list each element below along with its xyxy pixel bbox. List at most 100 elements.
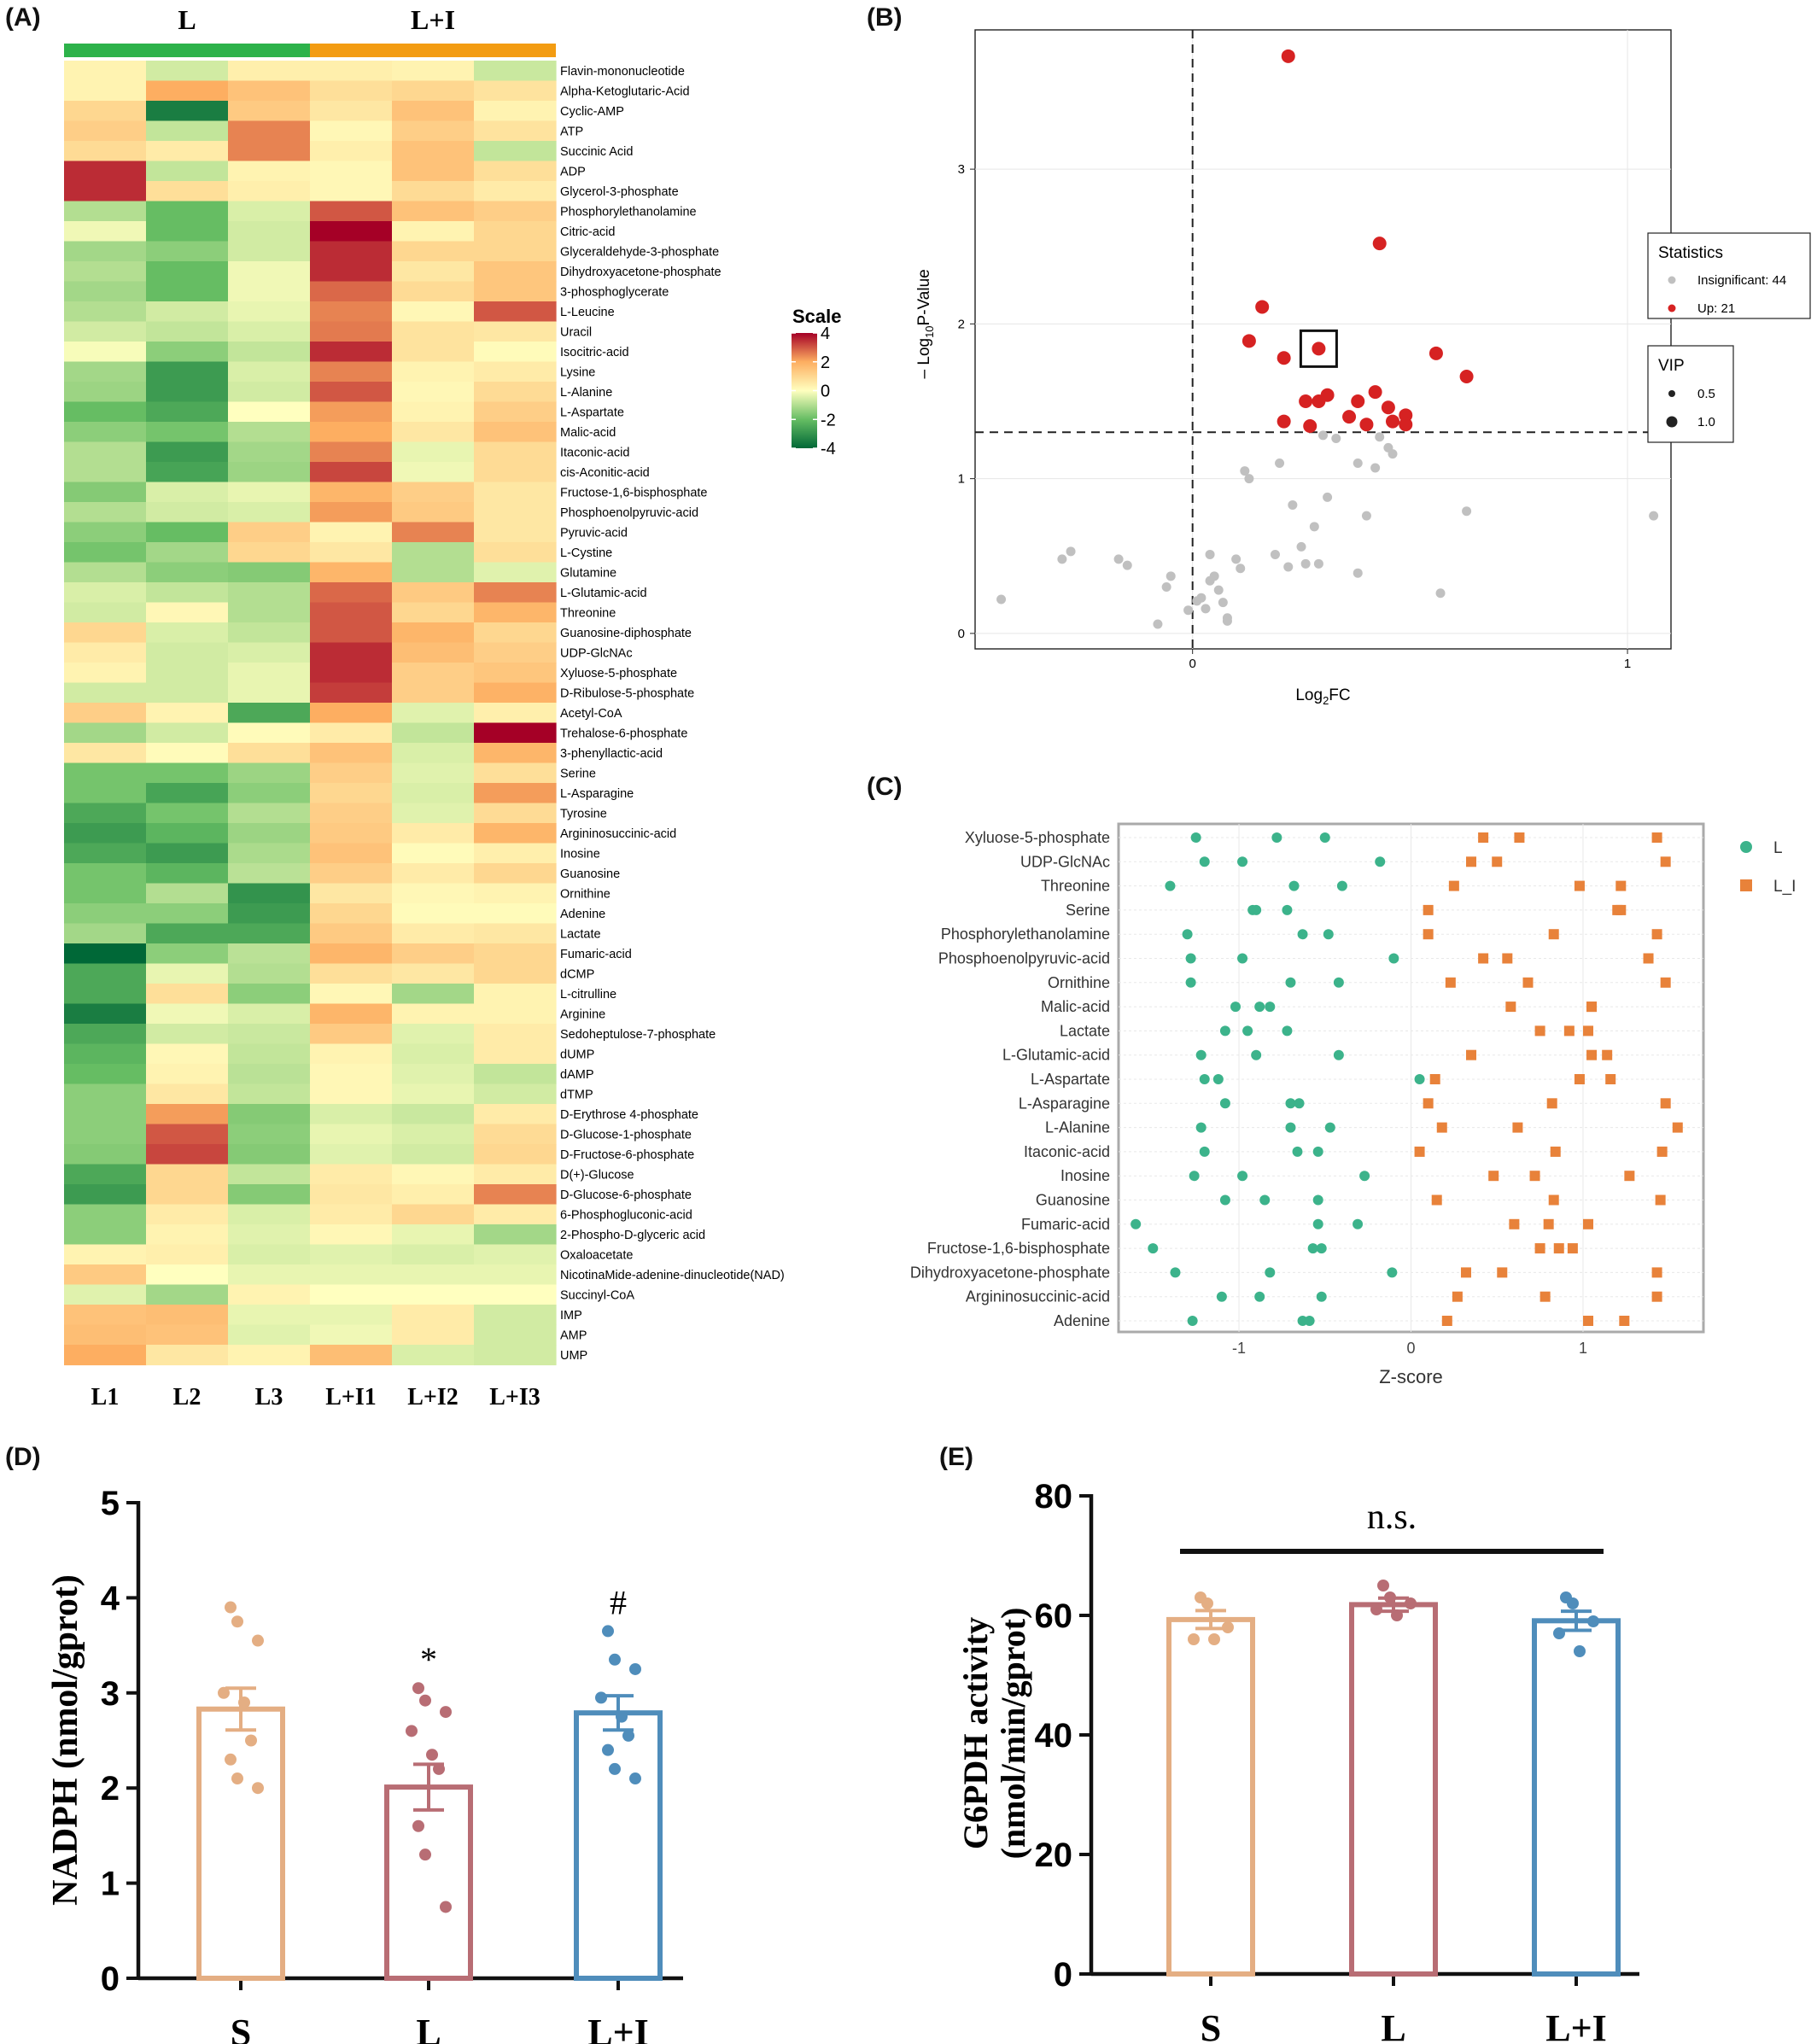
heatmap-cell xyxy=(228,1124,311,1145)
heatmap-cell xyxy=(146,562,229,583)
heatmap-cell xyxy=(228,562,311,583)
heatmap-cell xyxy=(392,1324,475,1346)
heatmap-cell xyxy=(392,963,475,984)
row-label: L-Alanine xyxy=(560,386,612,400)
y-tick-label: 1 xyxy=(958,472,965,487)
significance-mark: # xyxy=(610,1583,627,1621)
heatmap-cell xyxy=(228,80,311,102)
insignificant-point xyxy=(1300,558,1311,569)
li-point xyxy=(1423,929,1434,940)
heatmap-cell xyxy=(146,743,229,764)
heatmap-cell xyxy=(310,762,393,784)
heatmap-panel-a: L L+I Flavin-mononucleotide Alpha-Ketogluta… xyxy=(64,4,842,1410)
data-point xyxy=(231,1615,243,1628)
up-point xyxy=(1459,370,1474,383)
y-tick-label: 60 xyxy=(1035,1597,1073,1635)
insignificant-point xyxy=(1318,430,1328,441)
li-point xyxy=(1660,977,1671,988)
l-point xyxy=(1216,1291,1227,1302)
legend-label: 0.5 xyxy=(1697,387,1715,401)
category-label: Malic-acid xyxy=(1041,998,1110,1015)
heatmap-cell xyxy=(310,1104,393,1125)
heatmap-cell xyxy=(146,120,229,142)
heatmap-cell xyxy=(146,722,229,744)
heatmap-cell xyxy=(310,1064,393,1085)
data-point xyxy=(602,1625,614,1638)
heatmap-cell xyxy=(310,361,393,383)
heatmap-cell xyxy=(146,622,229,644)
l-point xyxy=(1230,1002,1241,1013)
row-label: 3-phosphoglycerate xyxy=(560,285,669,299)
x-axis-label: Z-score xyxy=(1379,1366,1443,1387)
heatmap-cell xyxy=(228,783,311,804)
row-label: D(+)-Glucose xyxy=(560,1168,634,1182)
y-tick-label: 40 xyxy=(1035,1717,1073,1755)
heatmap-cell xyxy=(474,1224,557,1246)
row-label: Glycerol-3-phosphate xyxy=(560,185,679,199)
heatmap-cell xyxy=(392,1043,475,1065)
heatmap-cell xyxy=(64,1104,147,1125)
row-label: Dihydroxyacetone-phosphate xyxy=(560,266,722,279)
li-point xyxy=(1550,1146,1561,1157)
legend-swatch xyxy=(1740,879,1752,891)
heatmap-cell xyxy=(392,80,475,102)
data-point xyxy=(1201,1597,1213,1609)
y-tick-label: 2 xyxy=(958,317,965,331)
heatmap-cell xyxy=(146,642,229,663)
heatmap-cell xyxy=(392,441,475,463)
heatmap-cell xyxy=(392,161,475,182)
heatmap-cell xyxy=(64,1264,147,1286)
l-point xyxy=(1292,1146,1303,1157)
data-point xyxy=(1377,1580,1389,1591)
insignificant-point xyxy=(1205,575,1215,586)
heatmap-cell xyxy=(228,1324,311,1346)
heatmap-cell xyxy=(146,602,229,623)
heatmap-cell xyxy=(146,762,229,784)
li-point xyxy=(1466,1049,1477,1060)
heatmap-cell xyxy=(474,1024,557,1045)
heatmap-cell xyxy=(310,482,393,503)
bar xyxy=(1349,1602,1438,1977)
insignificant-point xyxy=(1122,560,1132,570)
heatmap-cell xyxy=(310,1144,393,1165)
heatmap-cell xyxy=(228,1305,311,1326)
plot-frame xyxy=(974,29,1672,650)
y-tick-label: 3 xyxy=(958,162,965,177)
row-label: dCMP xyxy=(560,967,594,981)
heatmap-cell xyxy=(228,161,311,182)
insignificant-point xyxy=(1375,432,1385,442)
heatmap-cell xyxy=(392,502,475,523)
y-tick-label: 20 xyxy=(1035,1837,1073,1874)
heatmap-cell xyxy=(228,1224,311,1246)
heatmap-cell xyxy=(64,743,147,764)
category-label: S xyxy=(231,2012,251,2044)
heatmap-cell xyxy=(64,1043,147,1065)
heatmap-cell xyxy=(228,703,311,724)
up-point xyxy=(1342,410,1357,424)
heatmap-cell xyxy=(228,743,311,764)
row-label: Malic-acid xyxy=(560,426,616,440)
heatmap-cell xyxy=(228,221,311,242)
l-point xyxy=(1387,1267,1398,1278)
heatmap-cell xyxy=(392,1184,475,1206)
heatmap-cell xyxy=(474,161,557,182)
heatmap-cell xyxy=(64,361,147,383)
heatmap-cell xyxy=(392,1264,475,1286)
heatmap-cell xyxy=(392,1064,475,1085)
row-label: D-Fructose-6-phosphate xyxy=(560,1148,694,1162)
heatmap-cell xyxy=(64,1024,147,1045)
row-label: Ornithine xyxy=(560,887,611,901)
up-point xyxy=(1372,237,1387,251)
heatmap-cell xyxy=(310,963,393,984)
heatmap-cell xyxy=(310,522,393,543)
heatmap-cell xyxy=(64,422,147,443)
heatmap-cell xyxy=(474,642,557,663)
category-label: L-Alanine xyxy=(1045,1119,1110,1136)
heatmap-cell xyxy=(474,321,557,342)
category-label: L-Glutamic-acid xyxy=(1002,1047,1110,1064)
heatmap-cell xyxy=(64,1345,147,1366)
heatmap-cell xyxy=(310,883,393,904)
insignificant-point xyxy=(1201,604,1211,614)
heatmap-cell xyxy=(310,462,393,483)
legend-label: Up: 21 xyxy=(1697,301,1735,316)
